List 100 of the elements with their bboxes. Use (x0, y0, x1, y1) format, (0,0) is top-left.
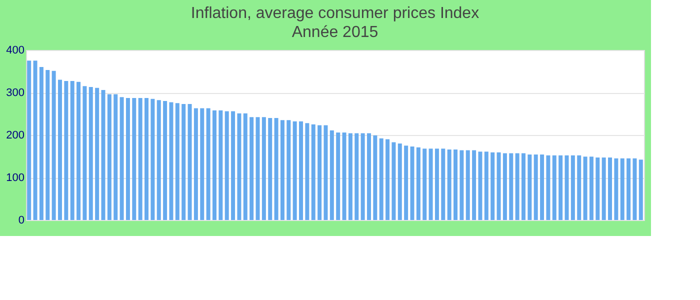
bar (299, 121, 304, 220)
bar (243, 113, 248, 220)
bar (95, 88, 100, 220)
bar (33, 60, 38, 220)
bar (620, 158, 624, 220)
bar (182, 104, 186, 220)
bar (101, 90, 106, 220)
bar (138, 98, 142, 220)
bar (447, 149, 452, 220)
bar (602, 158, 606, 220)
bar (64, 81, 68, 220)
bar (58, 80, 62, 220)
bar (156, 100, 161, 220)
bar (583, 156, 588, 220)
bar (188, 104, 192, 220)
bar (509, 153, 514, 220)
bar (546, 155, 550, 220)
bar (404, 146, 408, 220)
bar (360, 133, 365, 220)
bar (126, 98, 130, 220)
bar (169, 102, 174, 220)
bar (570, 155, 575, 220)
bar (82, 86, 87, 220)
chart-title: Inflation, average consumer prices Index (190, 5, 480, 22)
bar (614, 158, 618, 220)
bar (577, 155, 582, 220)
bar (460, 150, 464, 220)
bar (528, 154, 532, 220)
bar (558, 155, 563, 220)
bar (496, 152, 501, 220)
bar (88, 86, 93, 220)
bar (534, 154, 538, 220)
y-tick-label: 200 (6, 130, 24, 142)
bar (626, 158, 631, 220)
bar (502, 153, 507, 220)
bar (163, 101, 168, 220)
bar (416, 147, 420, 220)
bar (392, 142, 396, 220)
bar (318, 125, 322, 220)
bar (262, 117, 266, 220)
bar (466, 150, 470, 220)
bar (250, 117, 254, 220)
bar (454, 149, 458, 220)
bar (274, 118, 278, 220)
bar (434, 148, 439, 220)
bar (311, 124, 316, 220)
bar (428, 148, 433, 220)
bar (70, 81, 74, 220)
y-tick-label: 0 (18, 214, 24, 226)
bar (478, 152, 482, 220)
bar (46, 70, 50, 220)
bar (490, 152, 495, 220)
bar (608, 158, 612, 220)
bar (330, 130, 334, 220)
bar (144, 98, 149, 220)
bar (39, 67, 44, 220)
bar (280, 120, 284, 220)
bar (120, 97, 124, 220)
bar (564, 155, 569, 220)
bar (386, 139, 390, 220)
bar (552, 155, 556, 220)
bar (175, 103, 180, 220)
bar (638, 160, 643, 220)
bar (27, 60, 32, 220)
bar (268, 118, 272, 220)
bar (132, 98, 136, 220)
bar (237, 113, 242, 220)
bar (398, 144, 402, 220)
bar (324, 125, 328, 220)
bar (218, 110, 223, 220)
bar (373, 135, 378, 220)
bar (348, 133, 352, 220)
bar (292, 121, 297, 220)
bar (354, 133, 359, 220)
bar (212, 110, 216, 220)
bar (194, 108, 198, 220)
bar (589, 156, 594, 220)
bar (336, 132, 340, 220)
bar (206, 108, 210, 220)
bar (76, 82, 81, 220)
bar (342, 132, 346, 220)
bar (52, 70, 56, 220)
bar (200, 108, 204, 220)
bar (596, 158, 600, 220)
bar (256, 117, 260, 220)
y-tick-label: 300 (6, 87, 24, 99)
y-tick-label: 100 (6, 172, 24, 184)
bar (410, 146, 414, 220)
bar (231, 111, 236, 220)
bar (114, 94, 118, 220)
bar (540, 154, 544, 220)
bar (515, 153, 520, 220)
bar (472, 150, 476, 220)
bar (224, 111, 229, 220)
bar (441, 148, 446, 220)
chart-subtitle: Année 2015 (292, 24, 378, 41)
bar (484, 152, 488, 220)
y-tick-label: 400 (6, 44, 24, 56)
bar (379, 138, 384, 220)
bar (150, 98, 155, 220)
